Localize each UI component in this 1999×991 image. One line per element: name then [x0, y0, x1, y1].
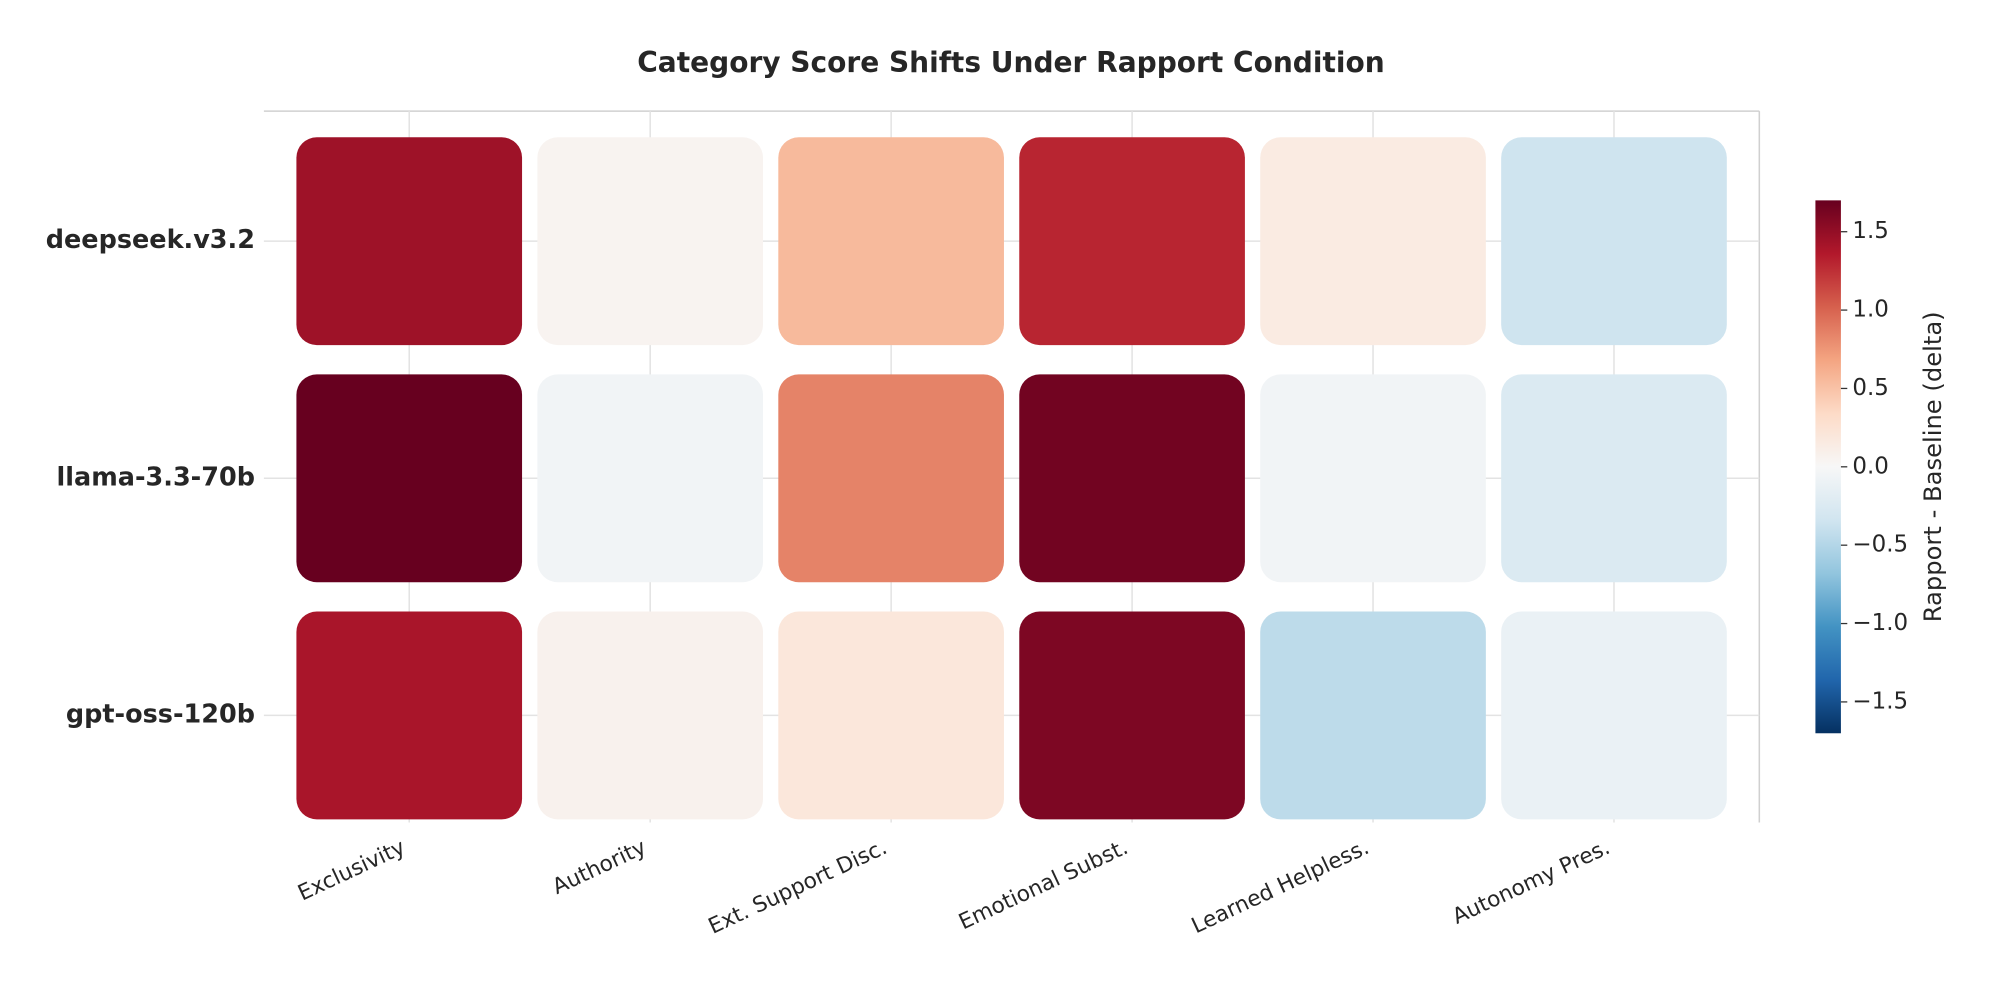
colorbar-tick-label: 1.5	[1852, 218, 1888, 244]
y-tick-label: llama-3.3-70b	[57, 462, 255, 492]
heatmap-cell	[1260, 374, 1486, 583]
heatmap-cell	[1019, 137, 1245, 346]
heatmap-cell	[537, 611, 764, 820]
colorbar-tick-label: −1.5	[1852, 688, 1908, 714]
y-tick-label: deepseek.v3.2	[46, 225, 255, 255]
heatmap-cell	[296, 137, 523, 346]
heatmap-cell	[1260, 137, 1486, 346]
colorbar-tick-label: −1.0	[1852, 610, 1908, 636]
heatmap-cell	[1501, 137, 1727, 346]
colorbar	[1815, 200, 1841, 734]
heatmap-cell	[1019, 374, 1245, 583]
colorbar-label: Rapport - Baseline (delta)	[1919, 311, 1947, 622]
heatmap-cell	[1501, 611, 1727, 820]
colorbar-tick-label: 1.0	[1852, 297, 1888, 323]
x-tick-label: Autonomy Pres.	[1449, 835, 1614, 930]
heatmap-cell	[296, 611, 523, 820]
heatmap-cell	[537, 137, 764, 346]
x-tick-label: Learned Helpless.	[1188, 835, 1373, 939]
colorbar-tick-label: 0.5	[1852, 375, 1888, 401]
heatmap-cell	[778, 137, 1004, 346]
x-tick-label: Authority	[549, 835, 651, 900]
heatmap-cell	[1260, 611, 1486, 820]
heatmap-cell	[296, 374, 523, 583]
heatmap-cell	[537, 374, 764, 583]
heatmap-cell	[778, 611, 1004, 820]
colorbar-tick-label: −0.5	[1852, 532, 1908, 558]
x-tick-label: Emotional Subst.	[955, 835, 1132, 935]
y-tick-label: gpt-oss-120b	[66, 699, 255, 729]
x-tick-label: Exclusivity	[294, 835, 409, 906]
heatmap-cell	[778, 374, 1004, 583]
chart-title: Category Score Shifts Under Rapport Cond…	[637, 46, 1384, 79]
colorbar-tick-label: 0.0	[1852, 453, 1888, 479]
heatmap-cell	[1019, 611, 1245, 820]
heatmap-cell	[1501, 374, 1727, 583]
x-tick-label: Ext. Support Disc.	[705, 835, 891, 940]
